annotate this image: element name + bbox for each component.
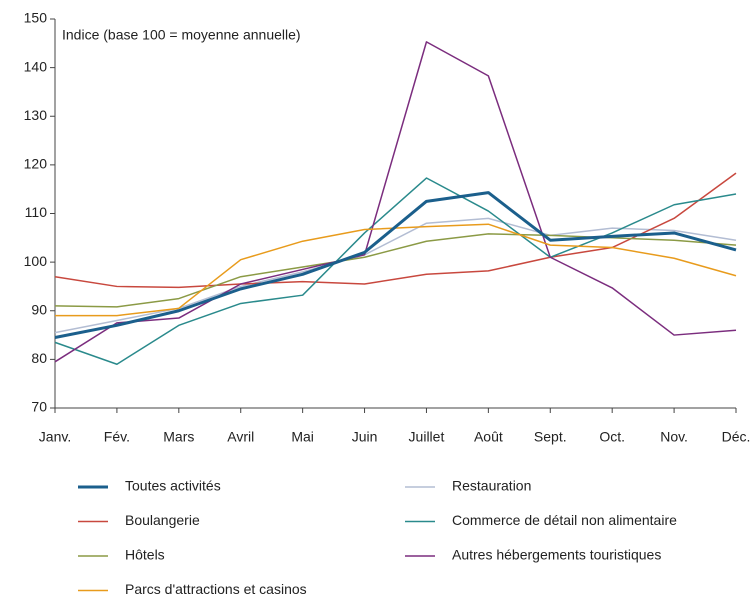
x-tick-label: Avril xyxy=(227,429,254,445)
x-tick-label: Mars xyxy=(163,429,194,445)
x-tick-label: Sept. xyxy=(534,429,567,445)
y-tick-label: 90 xyxy=(31,301,47,317)
annotation: Indice (base 100 = moyenne annuelle) xyxy=(62,27,301,43)
legend-label: Toutes activités xyxy=(125,478,221,494)
legend-label: Parcs d'attractions et casinos xyxy=(125,581,307,597)
series-line xyxy=(54,177,737,365)
x-tick-label: Mai xyxy=(291,429,314,445)
y-tick-label: 130 xyxy=(24,107,48,123)
legend-label: Autres hébergements touristiques xyxy=(452,547,661,563)
legend-label: Hôtels xyxy=(125,547,165,563)
legend-label: Restauration xyxy=(452,478,531,494)
x-tick-label: Nov. xyxy=(660,429,688,445)
legend-label: Commerce de détail non alimentaire xyxy=(452,512,677,528)
series-line xyxy=(54,233,737,308)
series-line xyxy=(54,41,737,363)
y-tick-label: 150 xyxy=(24,10,48,26)
y-tick-label: 110 xyxy=(25,204,48,220)
y-tick-label: 70 xyxy=(31,399,47,415)
legend-label: Boulangerie xyxy=(125,512,200,528)
x-tick-label: Juillet xyxy=(409,429,445,445)
x-tick-label: Oct. xyxy=(599,429,625,445)
y-tick-label: 140 xyxy=(24,58,48,74)
y-tick-label: 100 xyxy=(24,253,48,269)
x-tick-label: Déc. xyxy=(722,429,751,445)
x-tick-label: Août xyxy=(474,429,503,445)
series-line xyxy=(54,191,737,339)
y-tick-label: 80 xyxy=(31,350,47,366)
x-tick-label: Juin xyxy=(352,429,378,445)
x-tick-label: Janv. xyxy=(39,429,71,445)
series-line xyxy=(54,172,737,289)
x-tick-label: Fév. xyxy=(104,429,130,445)
y-tick-label: 120 xyxy=(24,156,48,172)
